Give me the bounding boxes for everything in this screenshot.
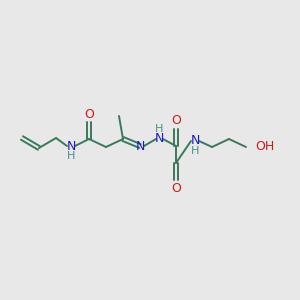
Text: H: H bbox=[155, 124, 163, 134]
Text: O: O bbox=[84, 107, 94, 121]
Text: O: O bbox=[171, 182, 181, 194]
Text: O: O bbox=[171, 115, 181, 128]
Text: H: H bbox=[67, 151, 75, 161]
Text: N: N bbox=[154, 133, 164, 146]
Text: N: N bbox=[66, 140, 76, 152]
Text: H: H bbox=[191, 146, 199, 156]
Text: N: N bbox=[190, 134, 200, 148]
Text: OH: OH bbox=[255, 140, 274, 154]
Text: N: N bbox=[135, 140, 145, 152]
